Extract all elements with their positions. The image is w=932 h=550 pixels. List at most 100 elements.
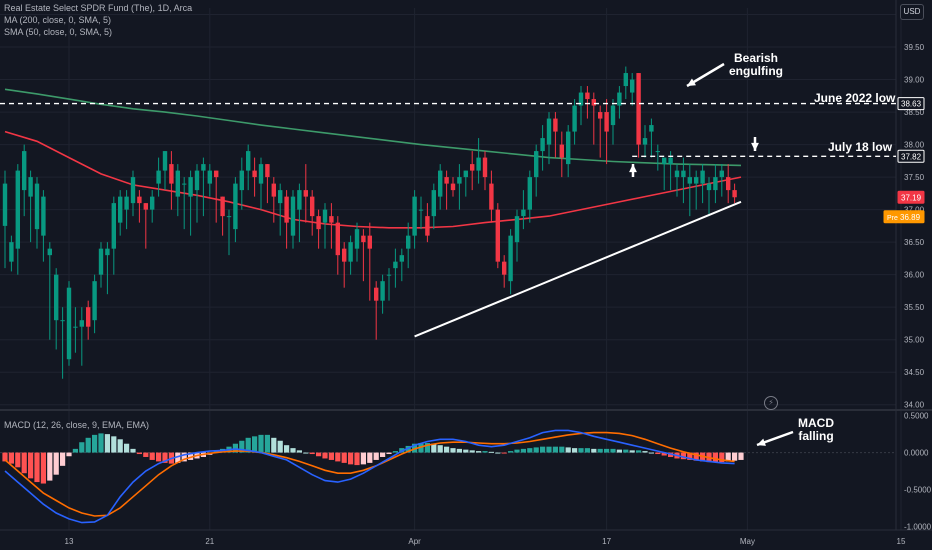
- candle-body: [662, 157, 667, 165]
- candle-body: [310, 196, 315, 217]
- macd-histogram-bar: [693, 452, 699, 461]
- macd-legend[interactable]: MACD (12, 26, close, 9, EMA, EMA): [4, 420, 150, 430]
- ma200-line: [4, 88, 742, 167]
- macd-histogram-bar: [360, 452, 366, 465]
- candle-body: [438, 170, 443, 197]
- candle-body: [342, 248, 347, 262]
- candle-body: [194, 170, 200, 191]
- candle-body: [572, 105, 577, 132]
- candle-body: [457, 177, 462, 184]
- candle-body: [393, 261, 398, 269]
- macd-histogram-bar: [348, 452, 354, 465]
- macd-histogram-bar: [264, 434, 270, 453]
- macd-tick-label: 0.0000: [904, 449, 929, 458]
- candle-body: [444, 177, 449, 184]
- candle-body: [502, 261, 507, 275]
- candle-body: [431, 190, 436, 217]
- bearish-engulfing-annotation: Bearish engulfing: [729, 52, 783, 78]
- macd-histogram-bar: [47, 452, 53, 481]
- macd-histogram-bar: [143, 452, 149, 457]
- macd-histogram-bar: [463, 449, 469, 453]
- lightning-icon[interactable]: ⚡: [764, 396, 778, 410]
- macd-line: [4, 429, 735, 524]
- price-tick-label: 35.50: [904, 303, 925, 312]
- candle-body: [297, 190, 302, 210]
- candle-body: [47, 248, 52, 256]
- candle-body: [649, 125, 654, 132]
- macd-histogram-bar: [648, 452, 654, 454]
- candle-body: [162, 151, 168, 171]
- candle-body: [386, 274, 392, 276]
- macd-histogram-bar: [72, 448, 78, 453]
- sma50-legend[interactable]: SMA (50, close, 0, SMA, 5): [4, 27, 113, 37]
- candle-body: [233, 183, 238, 230]
- macd-histogram-bar: [629, 450, 635, 453]
- price-tick-label: 36.50: [904, 238, 925, 247]
- candle-body: [169, 164, 174, 184]
- currency-button[interactable]: USD: [900, 4, 924, 20]
- candle-body: [476, 157, 481, 171]
- macd-histogram-bar: [85, 437, 91, 453]
- macd-histogram-bar: [60, 452, 66, 466]
- candle-body: [367, 235, 372, 249]
- macd-line2: falling: [798, 429, 834, 443]
- candle-body: [41, 196, 46, 236]
- price-tag-box: [897, 97, 925, 111]
- macd-histogram-bar: [482, 451, 488, 453]
- macd-histogram-bar: [380, 452, 386, 457]
- candle-body: [79, 320, 84, 327]
- candle-body: [9, 242, 14, 262]
- macd-histogram-bar: [386, 452, 392, 455]
- candle-body: [566, 131, 571, 165]
- candle-body: [188, 177, 193, 197]
- macd-histogram-bar: [527, 448, 533, 453]
- price-tick-label: 34.50: [904, 368, 925, 377]
- macd-histogram-bar: [239, 440, 245, 453]
- macd-histogram-bar: [444, 446, 450, 453]
- macd-histogram-bar: [719, 452, 725, 463]
- macd-histogram-bar: [8, 452, 14, 464]
- candle-body: [546, 118, 552, 145]
- ma200-legend[interactable]: MA (200, close, 0, SMA, 5): [4, 15, 112, 25]
- macd-histogram-bar: [104, 434, 110, 453]
- time-tick-label: 13: [65, 537, 74, 546]
- time-tick-label: Apr: [408, 537, 421, 546]
- price-tick-label: 38.00: [904, 141, 925, 150]
- candle-body: [258, 164, 264, 184]
- macd-tick-label: 0.5000: [904, 412, 929, 421]
- macd-falling-annotation: MACD falling: [798, 417, 834, 443]
- candle-body: [239, 170, 244, 191]
- macd-histogram-bar: [424, 442, 430, 453]
- candle-body: [630, 79, 635, 93]
- macd-histogram-bar: [303, 452, 309, 454]
- candle-body: [111, 203, 116, 249]
- macd-histogram-bar: [552, 446, 558, 453]
- candle-body: [175, 170, 180, 197]
- macd-histogram-bar: [66, 452, 72, 457]
- candle-body: [278, 190, 283, 204]
- candle-body: [201, 164, 206, 171]
- macd-histogram-bar: [488, 451, 494, 453]
- macd-histogram-bar: [546, 446, 552, 453]
- candle-body: [604, 112, 609, 132]
- price-tag-box: [897, 149, 925, 163]
- candle-body: [335, 222, 340, 256]
- candle-body: [54, 274, 59, 321]
- candle-body: [34, 183, 40, 230]
- macd-histogram-bar: [175, 452, 181, 463]
- symbol-legend[interactable]: Real Estate Select SPDR Fund (The), 1D, …: [4, 3, 193, 13]
- macd-histogram-bar: [117, 439, 123, 453]
- candle-body: [265, 164, 270, 178]
- macd-histogram-bar: [508, 451, 514, 453]
- candle-body: [508, 235, 513, 282]
- candle-body: [303, 190, 308, 197]
- macd-histogram-bar: [616, 449, 622, 453]
- macd-histogram-bar: [2, 452, 8, 462]
- candle-body: [182, 183, 187, 185]
- candle-body: [450, 183, 456, 191]
- macd-histogram-bar: [284, 445, 290, 453]
- candle-body: [220, 196, 225, 217]
- macd-histogram-bar: [495, 452, 501, 454]
- premarket-tag-prefix: Pre: [887, 215, 898, 222]
